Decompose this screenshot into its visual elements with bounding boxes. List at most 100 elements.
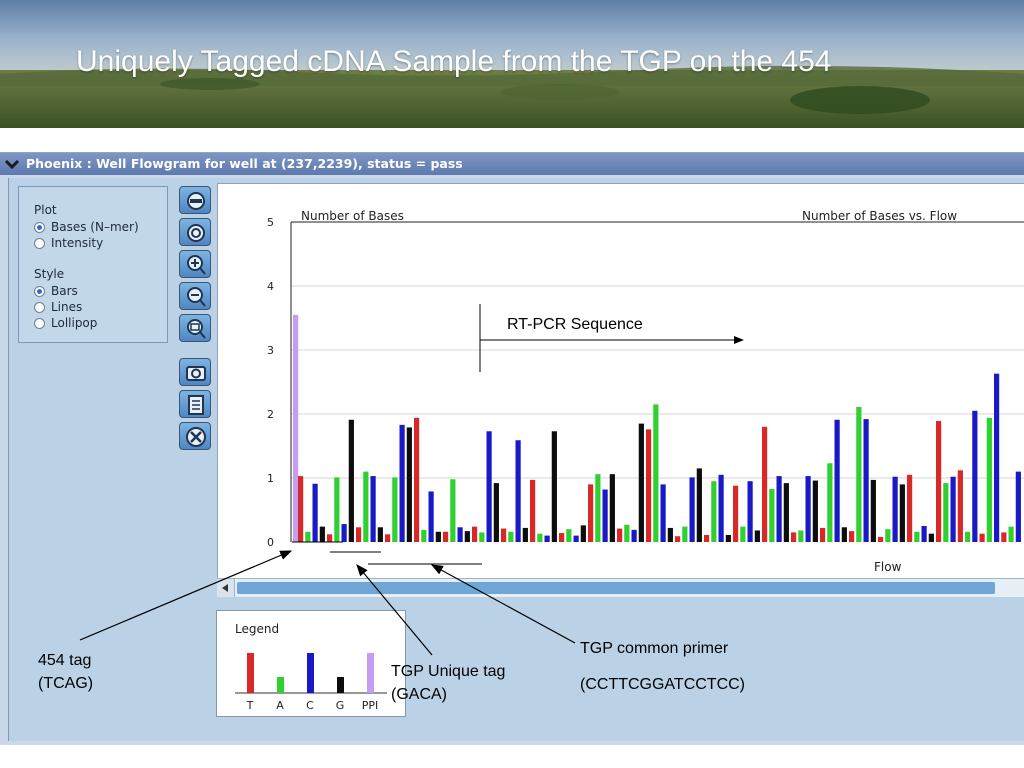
close-plot-button[interactable] (179, 422, 211, 450)
callout-unique-tag-seq: (GACA) (391, 686, 447, 703)
reset-icon (187, 224, 205, 242)
unique-tag-arrow (356, 564, 433, 656)
bar-c (994, 373, 1000, 542)
zoom-area-icon (187, 319, 206, 339)
snapshot-button[interactable] (179, 358, 211, 386)
plot-mode-intensity-label: Intensity (51, 236, 104, 250)
bar-c (776, 476, 782, 542)
bar-c (834, 419, 840, 542)
bar-t (559, 533, 565, 542)
style-lines-option[interactable]: Lines (34, 299, 82, 315)
slide-title: Uniquely Tagged cDNA Sample from the TGP… (76, 45, 832, 78)
bar-a (334, 477, 340, 542)
bar-t (617, 528, 623, 542)
bar-c (544, 535, 550, 542)
x-axis-title: Flow (874, 560, 902, 574)
bar-a (965, 531, 971, 542)
window-titlebar[interactable]: Phoenix : Well Flowgram for well at (237… (0, 153, 1024, 175)
bar-t (791, 532, 797, 542)
bar-t (588, 484, 594, 542)
horizontal-scrollbar[interactable] (217, 578, 1024, 597)
bar-c (602, 489, 608, 542)
radio-unselected-icon[interactable] (34, 317, 45, 329)
reset-view-button[interactable] (179, 218, 211, 246)
bar-t (530, 479, 536, 542)
bar-g (696, 468, 702, 542)
style-lollipop-option[interactable]: Lollipop (34, 315, 97, 331)
bar-t (849, 531, 855, 542)
radio-unselected-icon[interactable] (34, 301, 45, 313)
callout-454-tag-seq: (TCAG) (38, 675, 94, 692)
zoom-in-icon (187, 255, 206, 275)
bar-c (457, 527, 463, 542)
scroll-left-arrow-icon[interactable] (217, 579, 235, 597)
bar-g (812, 480, 818, 542)
scrollbar-thumb[interactable] (237, 582, 995, 594)
flowgram-plot[interactable]: 0 1 2 3 4 5 Number of Bases Number of Bases vs.… (217, 183, 1024, 593)
bar-g (464, 531, 470, 542)
bar-a (508, 531, 514, 542)
bar-c (428, 491, 434, 542)
radio-selected-icon[interactable] (34, 221, 45, 233)
legend-bar-ppi (367, 653, 374, 693)
camera-icon (186, 366, 206, 381)
flowgram-window: Phoenix : Well Flowgram for well at (237… (0, 152, 1024, 745)
zoom-in-button[interactable] (179, 250, 211, 278)
y-tick-label: 3 (267, 344, 274, 357)
radio-selected-icon[interactable] (34, 285, 45, 297)
bar-a (943, 483, 949, 542)
bar-t (646, 429, 652, 542)
zoom-out-button[interactable] (179, 282, 211, 310)
bar-a (653, 404, 659, 542)
radio-unselected-icon[interactable] (34, 237, 45, 249)
tag454-arrow (79, 550, 293, 641)
close-icon (186, 427, 206, 447)
legend-label-g: G (336, 699, 345, 712)
bar-t (356, 527, 362, 542)
bar-a (595, 474, 601, 542)
style-bars-option[interactable]: Bars (34, 283, 78, 299)
bar-t (327, 534, 333, 542)
legend-bar-c (307, 653, 314, 693)
bar-g (522, 527, 528, 542)
bar-c (399, 424, 405, 542)
y-tick-label: 0 (267, 536, 274, 549)
legend-title: Legend (235, 622, 279, 636)
bar-t (936, 421, 942, 542)
copy-icon (188, 395, 204, 415)
bar-t (762, 426, 768, 542)
bar-t (878, 536, 884, 542)
window-content: Plot Bases (N–mer) Intensity Style Bars … (8, 178, 1024, 741)
bar-t (733, 485, 739, 542)
fit-icon (187, 192, 205, 210)
bar-t (979, 533, 985, 542)
legend-label-a: A (276, 699, 284, 712)
y-tick-label: 5 (267, 216, 274, 229)
flowgram-chart[interactable]: 0 1 2 3 4 5 Number of Bases Number of Bases vs.… (218, 184, 1024, 579)
plot-mode-bases-option[interactable]: Bases (N–mer) (34, 219, 139, 235)
bar-g (609, 474, 615, 542)
bar-t (385, 534, 391, 542)
bar-a (914, 531, 920, 542)
bar-g (667, 527, 673, 542)
bar-g (841, 527, 847, 542)
bar-c (370, 476, 376, 542)
bar-g (406, 427, 412, 542)
bar-a (537, 533, 543, 542)
legend-panel: Legend T A C G PPI (216, 610, 406, 717)
bar-a (363, 471, 369, 542)
copy-button[interactable] (179, 390, 211, 418)
zoom-area-button[interactable] (179, 314, 211, 342)
legend-bar-g (337, 677, 344, 693)
bar-a (827, 463, 833, 542)
window-menu-chevron-icon[interactable] (3, 155, 21, 173)
bar-t (675, 536, 681, 542)
plot-mode-intensity-option[interactable]: Intensity (34, 235, 103, 251)
style-group-label: Style (34, 267, 65, 281)
bar-a (421, 529, 427, 542)
legend-chart: Legend T A C G PPI (235, 622, 387, 712)
bar-a (740, 526, 746, 542)
window-title: Phoenix : Well Flowgram for well at (237… (26, 156, 463, 171)
fit-view-button[interactable] (179, 186, 211, 214)
bar-t (907, 474, 913, 542)
